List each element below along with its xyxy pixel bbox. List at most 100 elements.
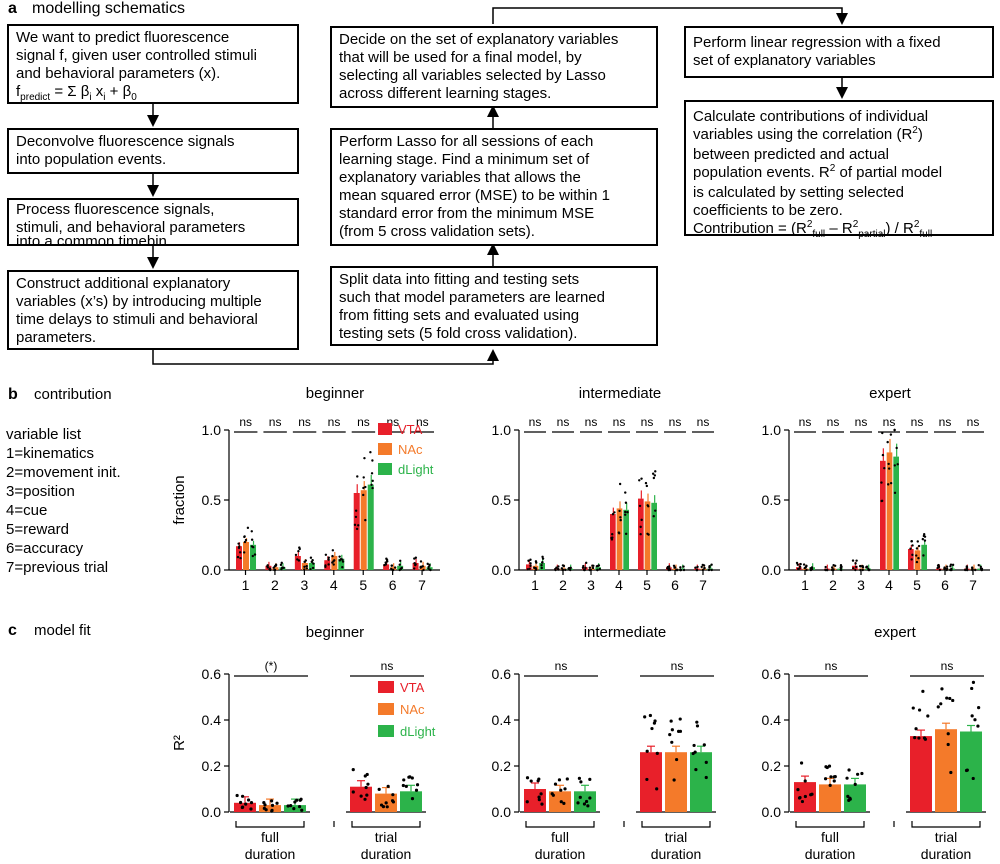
data-point [305,567,309,570]
data-point [289,804,293,808]
schematic-step-regression: Perform linear regression with a fixed s… [684,26,994,78]
y-tick-label: 0.0 [202,562,222,578]
data-point [915,560,919,564]
modelfit-chart-expert: expert0.00.20.40.6fulldurationnstrialdur… [762,624,986,862]
data-point [880,481,883,484]
data-point [703,566,706,570]
panel-a-letter: a [8,0,17,17]
data-point [946,732,950,736]
data-point [611,512,615,516]
chart-title: intermediate [584,624,667,641]
data-point [652,514,655,518]
data-point [865,566,868,569]
data-point [922,554,925,557]
data-point [679,568,682,572]
bar-vta [350,786,372,812]
bar-dlight [690,752,712,812]
data-point [886,440,889,444]
legend-label: dLight [400,724,436,739]
x-group-label: duration [535,846,586,862]
data-point [251,554,254,558]
step-text: coefficients to be zero. [693,202,843,219]
data-point [537,797,541,802]
data-point [311,559,314,562]
data-point [331,554,334,558]
x-tick-label: 2 [559,577,567,593]
data-point [796,788,800,792]
data-point [365,793,369,797]
y-tick-label: 0.5 [202,492,222,508]
data-point [582,802,587,806]
data-point [804,565,808,569]
data-point [623,513,627,516]
arrow-decide-regress [492,7,848,25]
data-point [645,777,649,782]
data-point [655,751,659,755]
data-point [909,547,912,550]
data-point [539,792,543,796]
data-point [410,796,415,801]
data-point [270,803,275,808]
data-point [385,805,389,809]
data-point [338,555,341,558]
data-point [527,559,530,562]
bar-nac [419,565,426,570]
data-point [798,565,802,568]
data-point [297,805,302,809]
data-point [371,486,374,490]
step-text: variables (x’s) by introducing multiple [16,293,262,310]
data-point [244,538,248,542]
data-point [893,464,896,467]
legend-swatch-dlight [378,463,392,475]
data-point [585,561,588,565]
data-point [582,568,586,572]
data-point [798,795,802,800]
data-point [839,564,843,567]
data-point [805,568,808,572]
data-point [264,808,268,812]
data-point [856,772,860,776]
data-point [529,779,533,783]
legend-swatch-dlight [378,725,394,737]
data-point [296,558,299,561]
bar-vta [880,460,886,570]
data-point [249,800,254,805]
step-text: learning stage. Find a minimum set of [339,151,590,168]
data-point [694,767,698,772]
legend-label: NAc [398,442,423,457]
y-tick-label: 0.2 [202,758,222,774]
data-point [846,794,850,798]
data-point [540,564,543,567]
data-point [963,568,967,572]
schematic-step-construct: Construct additional explanatory variabl… [7,270,299,350]
data-point [644,481,648,485]
data-point [670,740,674,744]
step-text: that will be used for a final model, by [339,49,582,66]
data-point [557,565,560,568]
step-text: Perform Lasso for all sessions of each [339,133,594,150]
data-point [832,775,836,779]
x-tick-label: 5 [643,577,651,593]
data-point [977,705,981,710]
data-point [970,686,974,691]
bar-vta [554,568,560,570]
data-point [579,780,583,784]
x-tick-label: 5 [359,577,367,593]
data-point [802,563,806,566]
data-point [916,540,919,543]
y-tick-label: 1.0 [202,422,222,438]
data-point [673,566,677,569]
data-point [618,509,621,513]
sig-label: ns [825,659,838,673]
data-point [386,784,390,788]
data-point [654,470,657,473]
data-point [550,792,554,796]
data-point [598,567,602,571]
x-tick-label: 2 [271,577,279,593]
data-point [595,565,599,568]
data-point [364,518,367,522]
step-text: and behavioral parameters (x). [16,65,221,82]
data-point [647,533,650,536]
step-text: time delays to stimuli and behavioral [16,311,258,328]
data-point [667,568,670,572]
